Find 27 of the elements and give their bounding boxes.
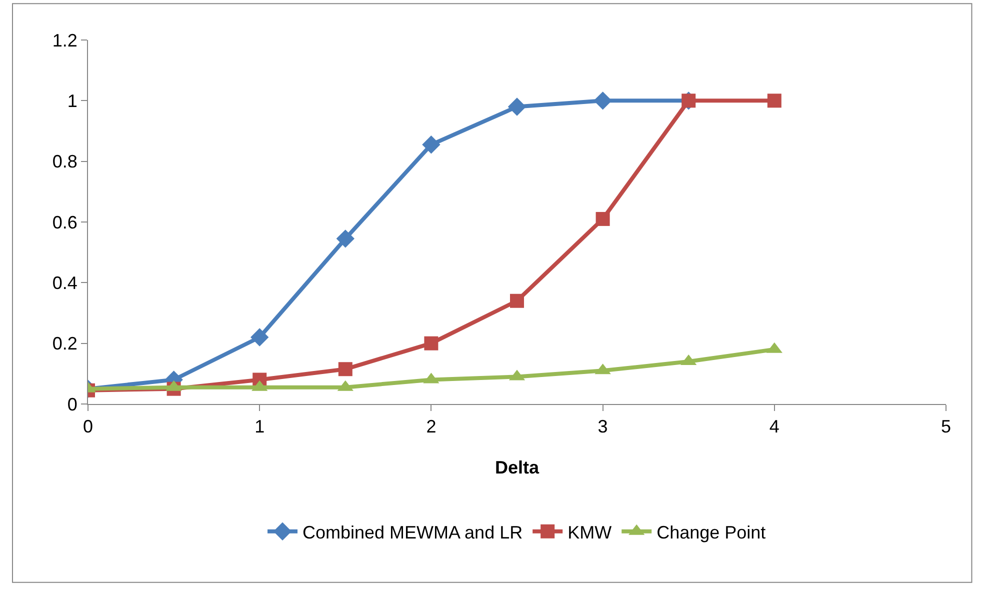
y-tick-label: 0 <box>67 394 78 414</box>
point <box>596 212 610 226</box>
point <box>336 230 354 248</box>
point <box>338 362 352 376</box>
x-axis-title: Delta <box>494 458 540 478</box>
point <box>510 294 524 308</box>
x-tick-label: 5 <box>940 416 952 437</box>
legend-label: KMW <box>568 522 612 542</box>
point <box>594 92 612 110</box>
point <box>422 136 440 154</box>
y-tick-label: 1.2 <box>52 30 78 50</box>
y-tick-label: 0.4 <box>52 272 78 293</box>
point <box>767 94 782 108</box>
point <box>508 98 526 116</box>
x-tick-label: 3 <box>598 416 608 437</box>
legend-label: Change Point <box>656 522 766 542</box>
x-tick-label: 0 <box>82 416 94 437</box>
x-tick-label: 1 <box>254 416 265 437</box>
y-tick-label: 1 <box>67 90 78 111</box>
x-tick-label: 2 <box>426 416 436 437</box>
y-tick-label: 0.6 <box>52 212 78 232</box>
legend-label: Combined MEWMA and LR <box>302 522 523 542</box>
x-tick-label: 4 <box>769 416 780 437</box>
point <box>424 336 438 350</box>
y-tick-label: 0.8 <box>52 152 78 172</box>
point <box>250 328 269 346</box>
y-tick-label: 0.2 <box>52 334 78 354</box>
